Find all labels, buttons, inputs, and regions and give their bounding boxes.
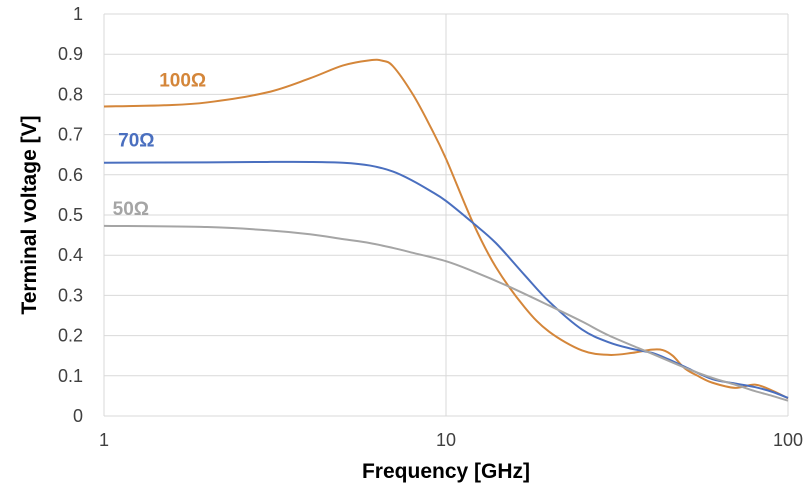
series-line: [103, 58, 789, 400]
y-tick-label: 0.2: [58, 326, 83, 346]
x-axis-title: Frequency [GHz]: [362, 460, 530, 483]
x-tick-label: 10: [436, 430, 456, 450]
y-tick-label: 0.3: [58, 285, 83, 305]
x-tick-label: 100: [773, 430, 803, 450]
series-label: 100Ω: [159, 70, 206, 91]
y-tick-label: 0.6: [58, 165, 83, 185]
series-labels: 100Ω 70Ω 50Ω: [113, 70, 206, 220]
grid-lines: [103, 13, 789, 417]
x-tick-label: 1: [99, 430, 109, 450]
y-tick-label: 0.5: [58, 205, 83, 225]
y-tick-label: 0.9: [58, 44, 83, 64]
series-lines: [103, 58, 789, 402]
y-axis-title: Terminal voltage [V]: [18, 115, 41, 314]
series-label: 70Ω: [118, 131, 154, 152]
series-line: [103, 160, 789, 399]
y-axis-ticks: 0 0.1 0.2 0.3 0.4 0.5 0.6 0.7 0.8 0.9 1: [58, 4, 83, 426]
series-line: [103, 224, 789, 402]
y-tick-label: 0.8: [58, 84, 83, 104]
y-tick-label: 0.4: [58, 245, 83, 265]
y-tick-label: 0: [73, 406, 83, 426]
x-axis-ticks: 1 10 100: [99, 430, 803, 450]
y-tick-label: 0.7: [58, 125, 83, 145]
y-tick-label: 1: [73, 4, 83, 24]
y-tick-label: 0.1: [58, 366, 83, 386]
series-label: 50Ω: [113, 199, 149, 220]
